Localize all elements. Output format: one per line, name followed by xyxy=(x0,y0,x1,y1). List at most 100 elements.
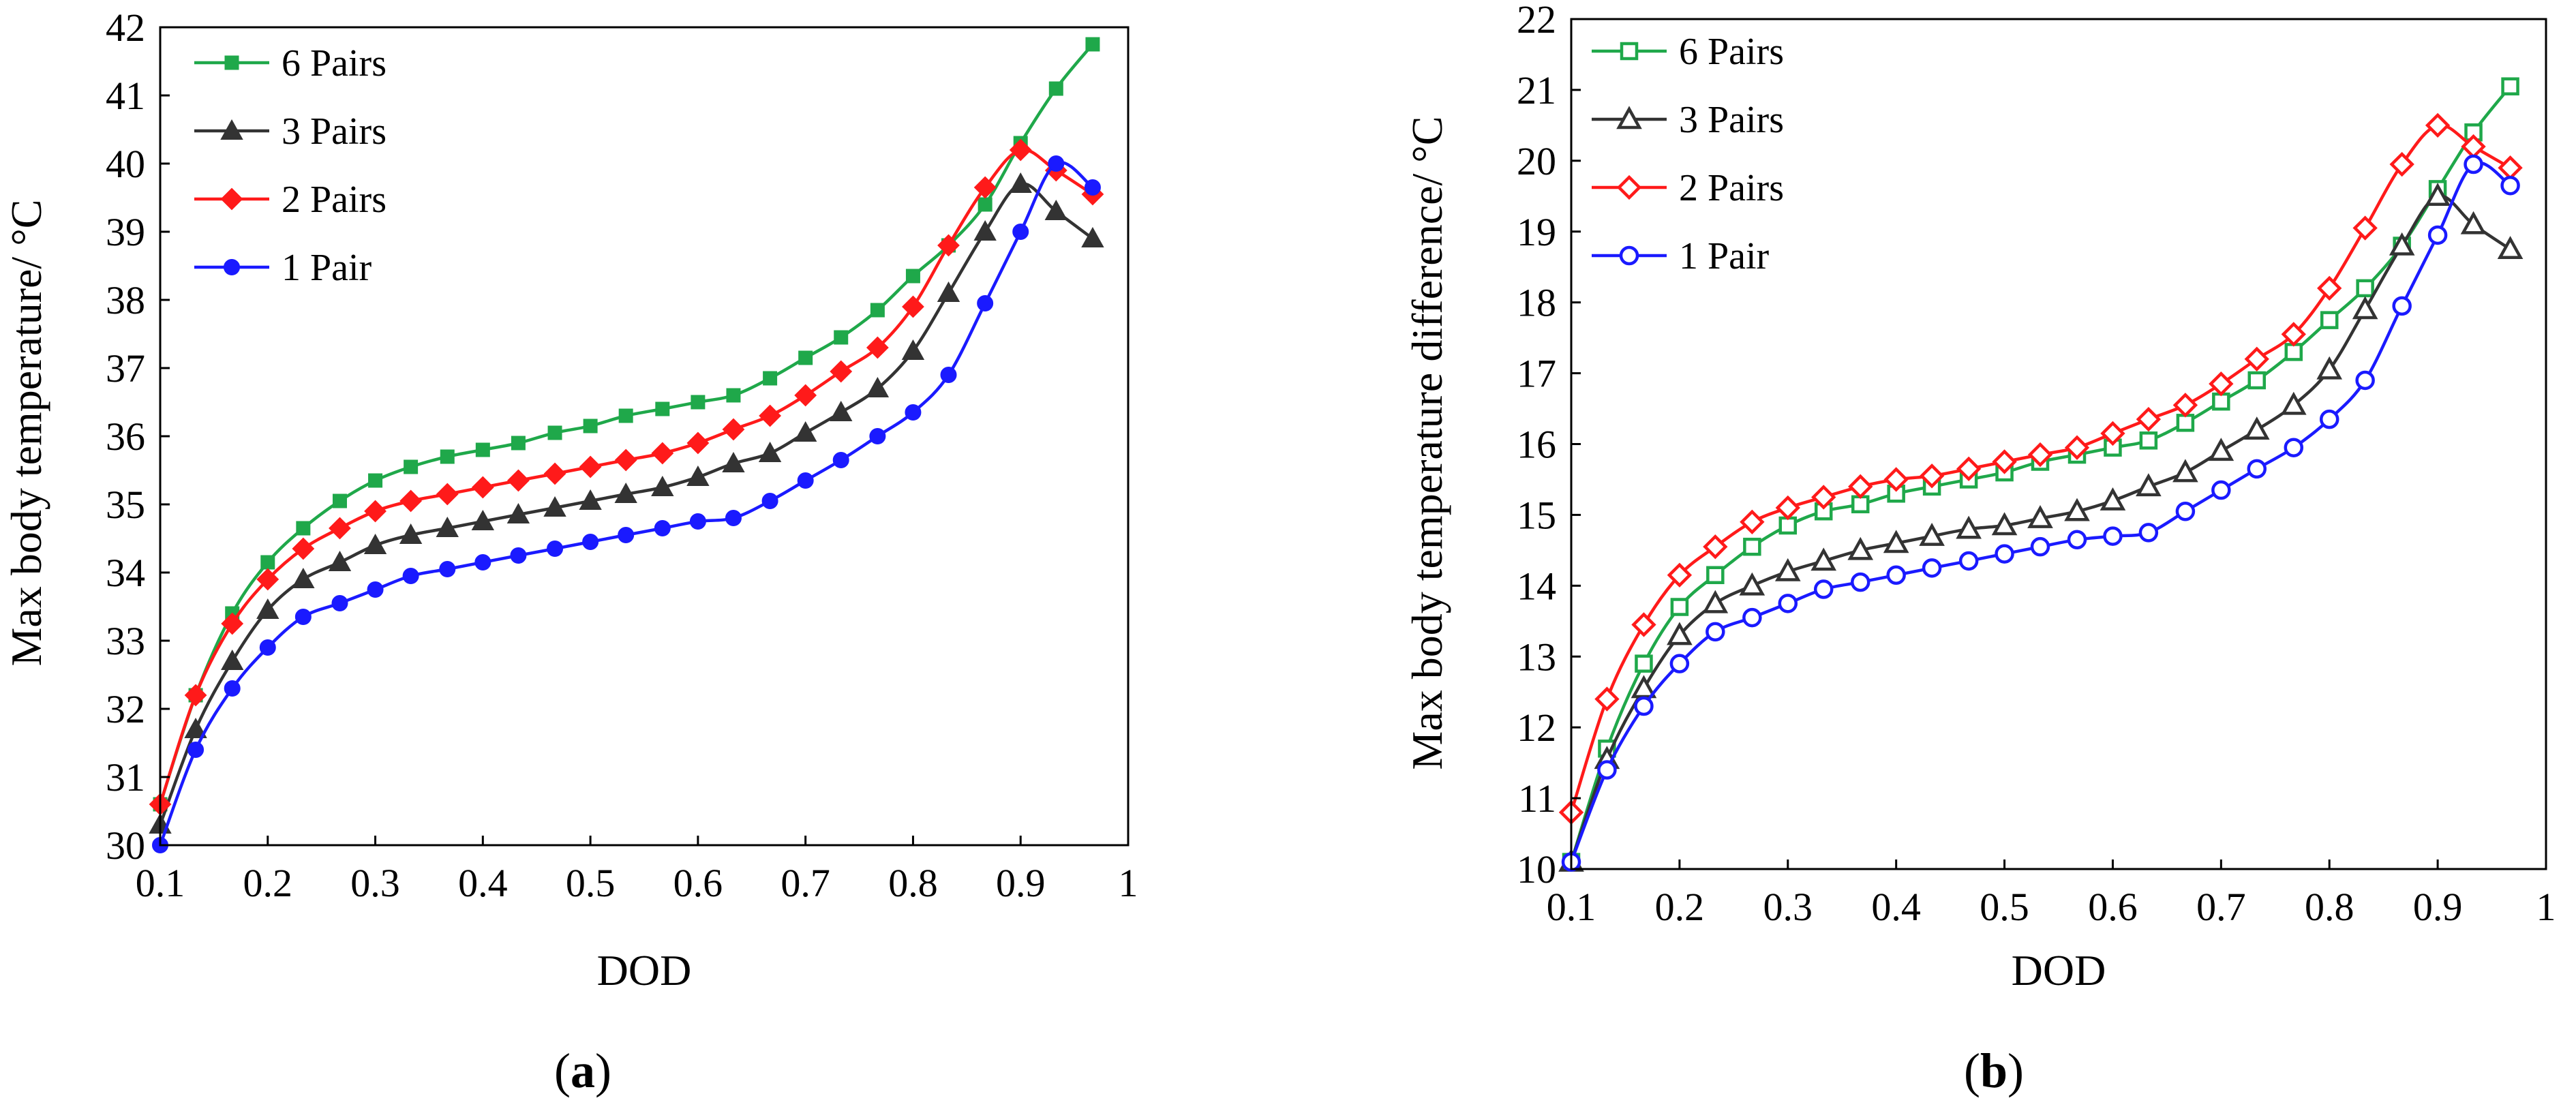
chart-b-series-3-pairs xyxy=(1558,183,2524,872)
chart-b-legend-item-1-pair: 1 Pair xyxy=(1592,235,1770,277)
chart-a-legend-item-2-pairs: 2 Pairs xyxy=(194,179,387,221)
chart-a-point-3-pairs xyxy=(184,717,207,738)
chart-b-point-3-pairs xyxy=(2352,296,2378,320)
chart-a-ytick-label: 39 xyxy=(106,210,145,254)
chart-b-xtick-label: 0.7 xyxy=(2196,885,2246,929)
chart-b-point-2-pairs xyxy=(2317,275,2342,301)
chart-a-point-1-pair xyxy=(547,541,564,557)
chart-a-legend: 6 Pairs 3 Pairs 2 Pairs 1 Pair xyxy=(194,42,387,289)
chart-a-point-1-pair xyxy=(832,452,849,468)
chart-b-point-3-pairs xyxy=(2460,211,2487,234)
chart-a-legend-item-1-pair: 1 Pair xyxy=(194,247,372,289)
chart-a-point-6-pairs xyxy=(870,303,885,318)
chart-a-line-6-pairs xyxy=(158,43,1094,805)
chart-b-point-6-pairs xyxy=(1778,516,1798,535)
chart-b-point-1-pair xyxy=(2067,530,2087,550)
chart-b-xtick-label: 0.5 xyxy=(1980,885,2029,929)
chart-a-point-2-pairs xyxy=(651,442,674,465)
chart-a-point-3-pairs xyxy=(866,376,890,397)
chart-a-series-3-pairs xyxy=(149,172,1104,834)
chart-a-point-1-pair xyxy=(474,554,491,570)
chart-b-xtick-label: 0.6 xyxy=(2088,885,2138,929)
chart-a-point-3-pairs xyxy=(937,281,960,302)
chart-a-point-3-pairs xyxy=(1044,199,1067,220)
chart-b-point-3-pairs xyxy=(2027,504,2053,528)
chart-b-point-3-pairs xyxy=(1739,572,1766,596)
chart-a-point-1-pair xyxy=(259,639,276,656)
chart-b-legend-label-1-pair: 1 Pair xyxy=(1679,235,1770,277)
chart-a-legend-label-3-pairs: 3 Pairs xyxy=(282,110,387,153)
chart-a-ytick-label: 37 xyxy=(106,346,145,391)
chart-b-point-1-pair xyxy=(1886,565,1906,585)
chart-a-point-2-pairs xyxy=(471,476,494,499)
chart-b-point-2-pairs xyxy=(2136,406,2162,432)
chart-a-point-2-pairs xyxy=(221,612,244,635)
chart-b-point-1-pair xyxy=(2392,296,2412,316)
caption-b-letter: b xyxy=(1980,1044,2007,1098)
chart-a-ytick-label: 42 xyxy=(106,5,145,50)
chart-b-point-2-pairs xyxy=(2352,215,2378,241)
chart-a-point-3-pairs xyxy=(543,496,566,517)
chart-b-point-3-pairs xyxy=(1956,515,1982,539)
chart-b-legend-item-6-pairs: 6 Pairs xyxy=(1592,31,1784,73)
chart-a-point-3-pairs xyxy=(506,502,530,523)
chart-a-point-3-pairs xyxy=(399,523,423,544)
chart-b-point-2-pairs xyxy=(1740,509,1765,534)
chart-a-point-6-pairs xyxy=(691,395,706,410)
chart-b-point-2-pairs xyxy=(2281,322,2306,347)
chart-a-point-1-pair xyxy=(761,493,778,509)
chart-a-series-6-pairs xyxy=(153,37,1100,812)
chart-b-point-2-pairs xyxy=(2064,435,2090,460)
chart-b-point-1-pair xyxy=(1742,607,1762,628)
chart-a-series xyxy=(149,37,1104,853)
chart-a-point-2-pairs xyxy=(579,455,602,478)
chart-b-point-1-pair xyxy=(2427,225,2448,245)
chart-a-point-3-pairs xyxy=(686,465,710,486)
chart-b-point-1-pair xyxy=(2247,459,2267,479)
chart-a-xtick-label: 0.7 xyxy=(781,861,830,905)
chart-a-point-2-pairs xyxy=(329,517,351,540)
chart-b-legend: 6 Pairs 3 Pairs 2 Pairs 1 Pair xyxy=(1592,31,1784,277)
chart-b-point-3-pairs xyxy=(2172,459,2198,483)
chart-a-point-1-pair xyxy=(689,513,706,530)
chart-b-point-1-pair xyxy=(2319,409,2339,429)
chart-b-xtick-label: 0.8 xyxy=(2305,885,2354,929)
chart-a-point-3-pairs xyxy=(651,475,674,496)
chart-b-point-2-pairs xyxy=(2027,442,2053,468)
chart-panel-a: 0.1 0.2 0.3 0.4 0.5 0.6 0.7 0.8 0.9 1 30 31 32 33 34 35… xyxy=(2,5,1138,1098)
chart-b-point-2-pairs xyxy=(1703,534,1728,560)
chart-b-point-3-pairs xyxy=(2100,487,2126,511)
chart-a-legend-item-6-pairs: 6 Pairs xyxy=(194,42,387,85)
chart-b-point-2-pairs xyxy=(2100,421,2125,446)
chart-b-point-3-pairs xyxy=(1810,547,1837,571)
chart-b-xlabel: DOD xyxy=(2012,946,2106,994)
chart-a-axes: 0.1 0.2 0.3 0.4 0.5 0.6 0.7 0.8 0.9 1 30 31 32 33 34 35… xyxy=(106,5,1138,905)
chart-b-point-1-pair xyxy=(1995,544,2014,564)
chart-b-ytick-label: 14 xyxy=(1517,564,1556,608)
chart-b-point-3-pairs xyxy=(1667,622,1693,645)
chart-b-point-3-pairs xyxy=(2243,416,2270,440)
chart-b-point-1-pair xyxy=(1634,696,1654,716)
chart-a-xtick-label: 0.6 xyxy=(673,861,723,905)
chart-b-point-1-pair xyxy=(2211,480,2231,500)
chart-a-point-6-pairs xyxy=(583,418,598,433)
chart-b-point-3-pairs xyxy=(1991,512,2018,536)
chart-a-xtick-label: 0.1 xyxy=(136,861,185,905)
chart-b-point-1-pair xyxy=(2030,536,2050,557)
chart-b-point-3-pairs xyxy=(1919,522,1945,546)
chart-b-ytick-label: 12 xyxy=(1517,705,1556,750)
chart-a-point-6-pairs xyxy=(1048,81,1063,96)
chart-a-point-6-pairs xyxy=(368,473,383,488)
chart-a-ytick-label: 32 xyxy=(106,687,145,731)
chart-a-point-2-pairs xyxy=(614,448,637,472)
chart-a-point-2-pairs xyxy=(794,384,817,407)
chart-b-xtick-label: 1 xyxy=(2536,885,2556,929)
chart-b-point-6-pairs xyxy=(2212,392,2230,411)
chart-a-point-3-pairs xyxy=(758,441,782,462)
chart-a-legend-marker-2-pairs xyxy=(220,187,243,211)
chart-b-point-2-pairs xyxy=(1956,456,1982,482)
chart-a-point-1-pair xyxy=(654,520,671,536)
chart-b-ytick-label: 20 xyxy=(1517,139,1556,183)
chart-b-point-1-pair xyxy=(2355,370,2375,391)
chart-a-xtick-label: 0.9 xyxy=(996,861,1046,905)
